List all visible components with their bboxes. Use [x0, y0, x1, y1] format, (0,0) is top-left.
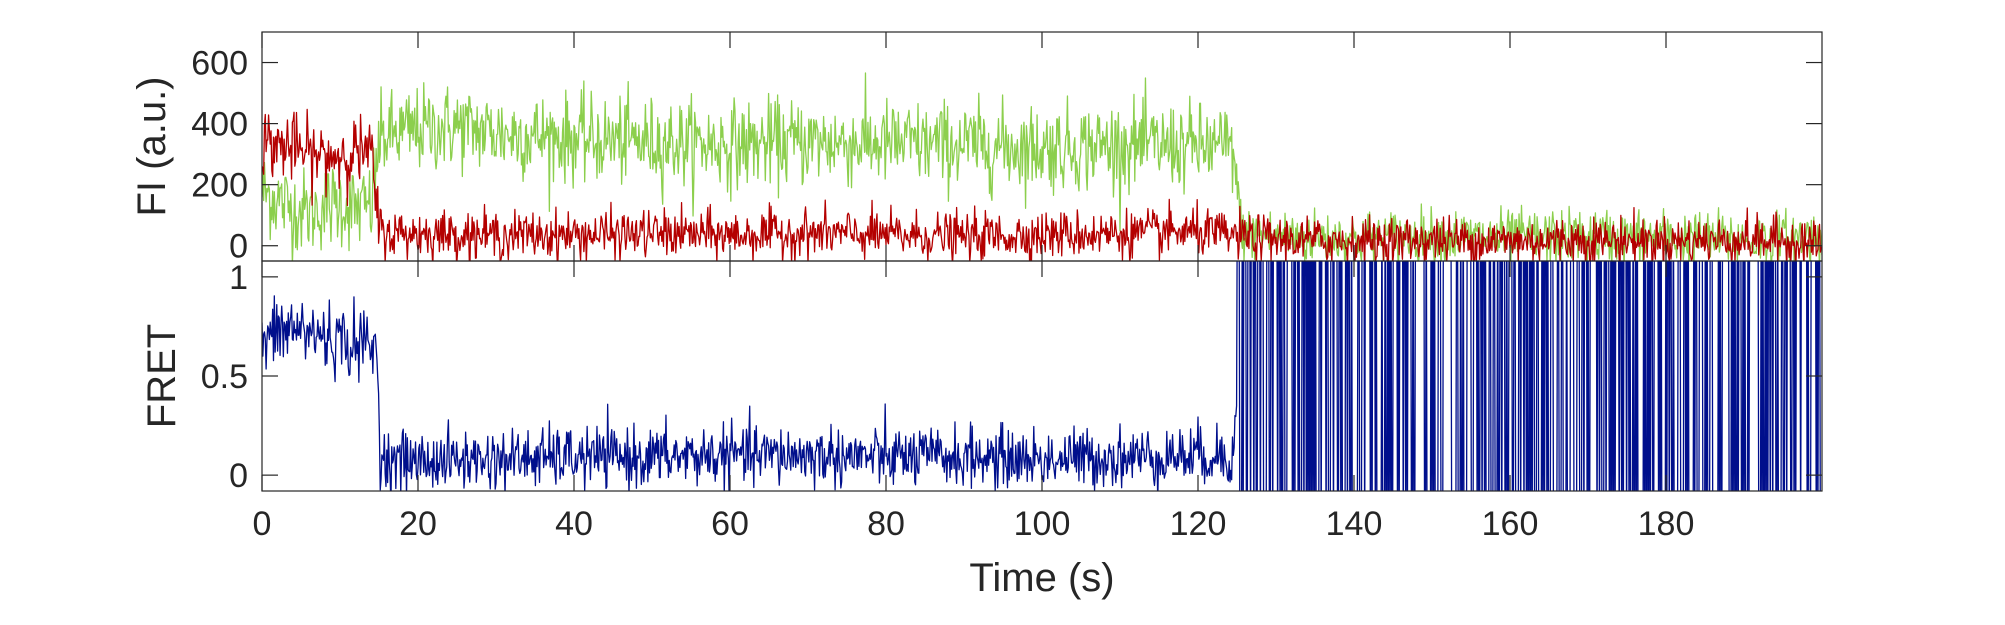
top-ytick-label: 200 [191, 167, 248, 205]
bottom-xtick-label: 180 [1638, 505, 1695, 543]
bottom-xtick-label: 40 [555, 505, 593, 543]
bottom-xtick-label: 160 [1482, 505, 1539, 543]
bottom-ytick-label: 0.5 [201, 358, 248, 396]
bottom-xtick-label: 80 [867, 505, 905, 543]
bottom-xtick-label: 20 [399, 505, 437, 543]
top-ylabel: FI (a.u.) [130, 76, 174, 216]
top-ytick-label: 600 [191, 45, 248, 83]
bottom-xtick-label: 100 [1014, 505, 1071, 543]
bottom-xtick-label: 140 [1326, 505, 1383, 543]
top-panel-fluorescence: 0 200 400 600 FI (a.u.) [130, 31, 1823, 266]
bottom-xtick-label: 60 [711, 505, 749, 543]
bottom-xtick-label: 120 [1170, 505, 1227, 543]
bottom-panel-fret: 0 0.5 1 0 20 40 60 80 100 120 140 160 180 FRET Time (s… [140, 259, 1823, 600]
bottom-ytick-label: 1 [229, 259, 248, 297]
bottom-xlabel: Time (s) [969, 556, 1114, 600]
top-ytick-label: 400 [191, 106, 248, 144]
bottom-ylabel: FRET [140, 324, 184, 428]
bottom-ytick-label: 0 [229, 457, 248, 495]
top-ytick-label: 0 [229, 228, 248, 266]
bottom-xtick-label: 0 [253, 505, 272, 543]
top-series-1-line [262, 108, 1822, 261]
